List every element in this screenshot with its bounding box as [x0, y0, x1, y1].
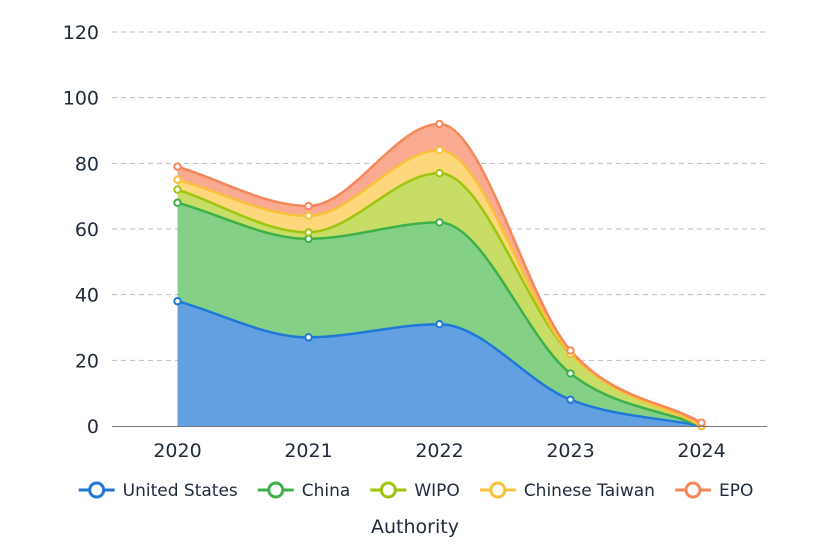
legend-label: United States — [123, 481, 238, 501]
point-epo[interactable] — [305, 203, 311, 209]
point-china[interactable] — [567, 370, 573, 376]
x-axis: 2020 2021 2022 2023 2024 — [112, 427, 767, 463]
point-united-states[interactable] — [305, 334, 311, 340]
y-tick-label: 120 — [63, 22, 99, 44]
legend-label: EPO — [719, 481, 753, 501]
x-tick-label: 2023 — [546, 440, 594, 462]
legend-marker-circle — [90, 483, 104, 497]
point-wipo[interactable] — [305, 229, 311, 235]
legend-label: Chinese Taiwan — [524, 481, 655, 501]
legend-label: China — [302, 481, 351, 501]
x-tick-label: 2020 — [153, 440, 201, 462]
legend-marker-circle — [686, 483, 700, 497]
legend: United States China WIPO Chinese Taiwan EPO — [79, 481, 754, 501]
point-china[interactable] — [305, 236, 311, 242]
point-chinese-taiwan[interactable] — [436, 147, 442, 153]
legend-item-wipo[interactable]: WIPO — [370, 481, 459, 501]
legend-marker-circle — [491, 483, 505, 497]
y-axis: 0 20 40 60 80 100 120 — [63, 22, 99, 438]
point-chinese-taiwan[interactable] — [305, 213, 311, 219]
legend-marker-circle — [269, 483, 283, 497]
legend-item-epo[interactable]: EPO — [675, 481, 753, 501]
point-wipo[interactable] — [174, 186, 180, 192]
x-axis-title: Authority — [371, 516, 459, 538]
y-tick-label: 40 — [75, 285, 99, 307]
y-tick-label: 20 — [75, 350, 99, 372]
legend-label: WIPO — [414, 481, 459, 501]
x-tick-label: 2021 — [284, 440, 332, 462]
point-epo[interactable] — [698, 420, 704, 426]
legend-item-china[interactable]: China — [258, 481, 351, 501]
point-epo[interactable] — [174, 163, 180, 169]
legend-item-chinese-taiwan[interactable]: Chinese Taiwan — [480, 481, 655, 501]
x-tick-label: 2022 — [415, 440, 463, 462]
point-china[interactable] — [436, 219, 442, 225]
point-epo[interactable] — [567, 347, 573, 353]
x-tick-label: 2024 — [677, 440, 725, 462]
legend-item-united-states[interactable]: United States — [79, 481, 238, 501]
point-chinese-taiwan[interactable] — [174, 177, 180, 183]
y-tick-label: 80 — [75, 153, 99, 175]
y-tick-label: 100 — [63, 88, 99, 110]
y-tick-label: 60 — [75, 219, 99, 241]
point-china[interactable] — [174, 200, 180, 206]
point-epo[interactable] — [436, 121, 442, 127]
point-united-states[interactable] — [436, 321, 442, 327]
point-united-states[interactable] — [174, 298, 180, 304]
legend-marker-circle — [381, 483, 395, 497]
point-wipo[interactable] — [436, 170, 442, 176]
point-united-states[interactable] — [567, 397, 573, 403]
y-tick-label: 0 — [87, 416, 99, 438]
